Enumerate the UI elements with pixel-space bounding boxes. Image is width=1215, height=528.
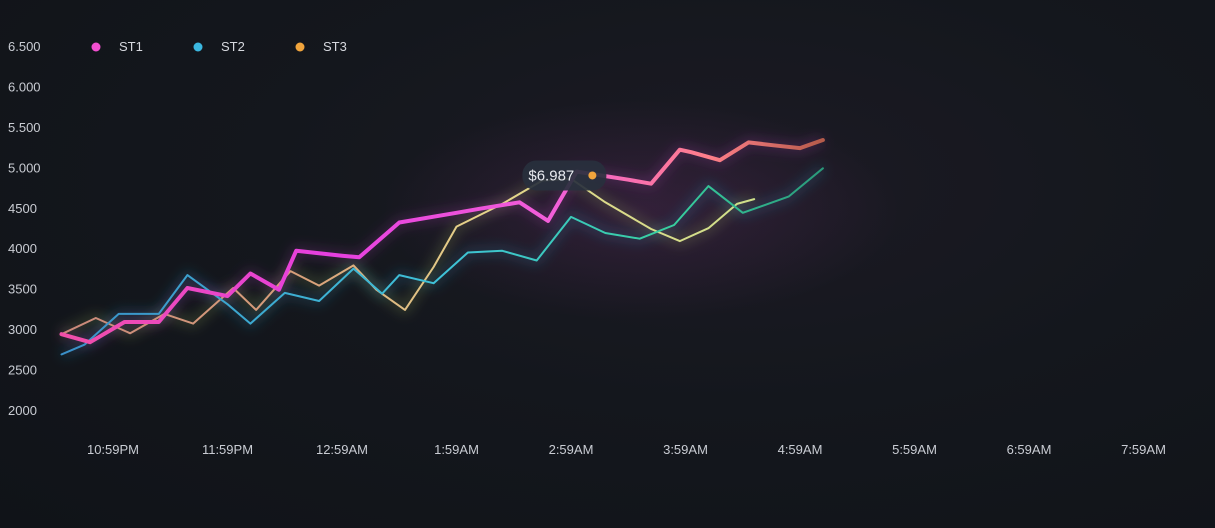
series-line-st1[interactable]	[59, 138, 825, 345]
background-glow	[380, 100, 900, 320]
series-layer	[59, 136, 826, 359]
legend-dot-st2	[193, 42, 203, 52]
y-tick-label: 4500	[8, 201, 37, 216]
y-tick-label: 4000	[8, 241, 37, 256]
legend: ST1 ST2 ST3	[91, 39, 347, 54]
legend-dot-st3	[295, 42, 305, 52]
y-tick-label: 3500	[8, 282, 37, 297]
legend-label-st2[interactable]: ST2	[221, 39, 245, 54]
y-tick-label: 5.500	[8, 120, 41, 135]
y-axis: 6.500 6.000 5.500 5.000 4500 4000 3500 3000 2500…	[8, 39, 41, 418]
y-tick-label: 3000	[8, 322, 37, 337]
x-tick-label: 10:59PM	[87, 442, 139, 457]
glow-layer	[380, 100, 900, 320]
x-tick-label: 4:59AM	[778, 442, 823, 457]
x-axis: 10:59PM 11:59PM 12:59AM 1:59AM 2:59AM 3:59AM 4…	[87, 442, 1166, 457]
tooltip-value: $6.987	[528, 167, 574, 184]
legend-label-st3[interactable]: ST3	[323, 39, 347, 54]
tooltip: $6.987	[522, 160, 607, 191]
y-tick-label: 2000	[8, 403, 37, 418]
x-tick-label: 7:59AM	[1121, 442, 1166, 457]
tooltip-bubble	[522, 160, 607, 191]
x-tick-label: 3:59AM	[663, 442, 708, 457]
tooltip-dot	[588, 171, 597, 180]
series-line-st2[interactable]	[60, 167, 824, 356]
x-tick-label: 6:59AM	[1007, 442, 1052, 457]
y-tick-label: 6.000	[8, 79, 41, 94]
y-tick-label: 6.500	[8, 39, 41, 54]
legend-dot-st1	[91, 42, 101, 52]
x-tick-label: 1:59AM	[434, 442, 479, 457]
x-tick-label: 11:59PM	[202, 442, 253, 457]
legend-label-st1[interactable]: ST1	[119, 39, 143, 54]
x-tick-label: 12:59AM	[316, 442, 368, 457]
x-tick-label: 5:59AM	[892, 442, 937, 457]
x-tick-label: 2:59AM	[549, 442, 594, 457]
series-line-st3[interactable]	[60, 177, 756, 336]
y-tick-label: 2500	[8, 363, 37, 378]
y-tick-label: 5.000	[8, 160, 41, 175]
